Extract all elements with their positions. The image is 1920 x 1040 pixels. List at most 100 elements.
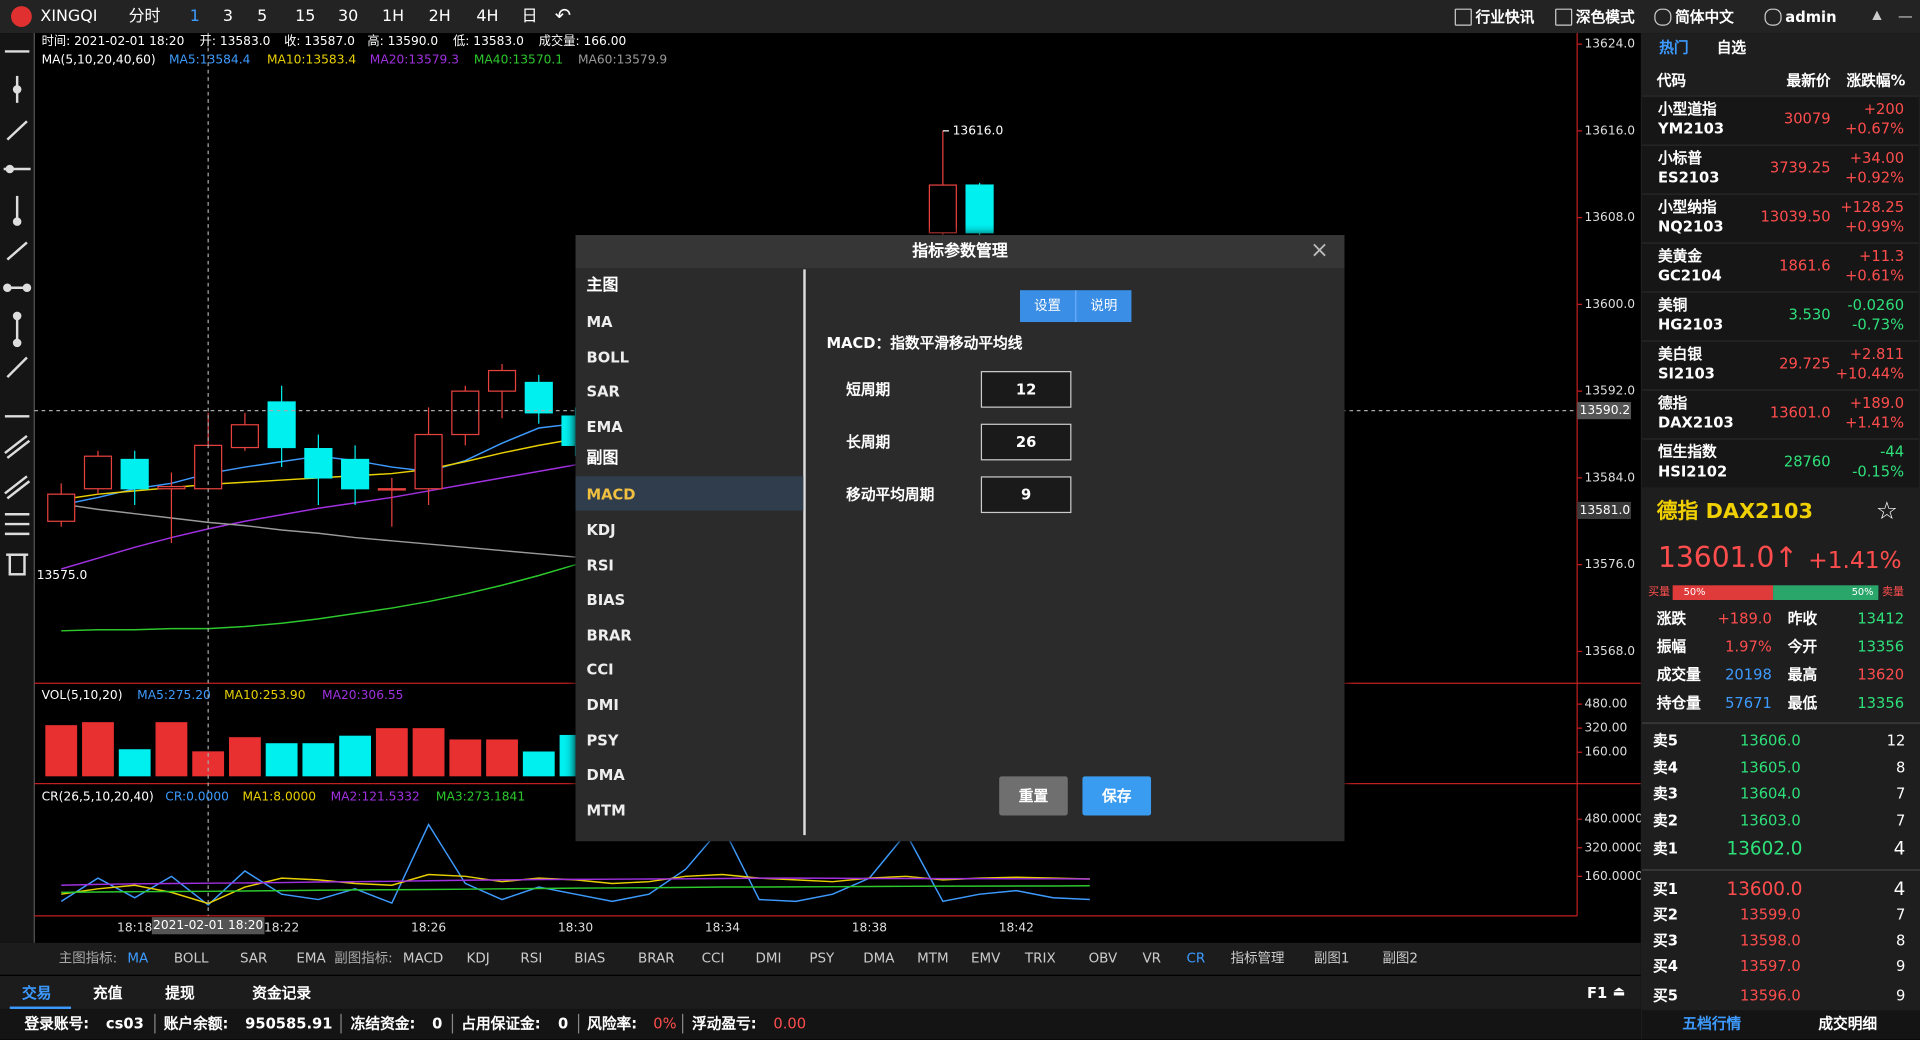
period-button[interactable]: 30 bbox=[337, 7, 359, 26]
indicator-option[interactable]: MA bbox=[127, 950, 149, 967]
indicator-option[interactable]: DMI bbox=[755, 950, 782, 967]
close-button[interactable]: × bbox=[1310, 237, 1329, 264]
param-input[interactable]: 12 bbox=[980, 371, 1072, 408]
indicator-option[interactable]: TRIX bbox=[1024, 950, 1056, 967]
indicator-option[interactable]: EMA bbox=[296, 950, 326, 967]
quote-row[interactable] bbox=[1642, 291, 1919, 341]
indicator-item[interactable]: MTM bbox=[586, 801, 626, 819]
indicator-option[interactable]: CCI bbox=[701, 950, 725, 967]
indicator-item[interactable]: PSY bbox=[586, 731, 619, 749]
indicator-item[interactable]: BRAR bbox=[586, 626, 632, 644]
indicator-option[interactable]: BRAR bbox=[637, 950, 675, 967]
indicator-item[interactable]: SAR bbox=[586, 383, 620, 401]
quote-row[interactable] bbox=[1642, 193, 1919, 243]
indicator-option[interactable]: 指标管理 bbox=[1230, 950, 1285, 967]
param-input[interactable]: 26 bbox=[980, 423, 1072, 461]
indicator-item[interactable]: RSI bbox=[586, 556, 614, 574]
indicator-option[interactable]: BOLL bbox=[173, 950, 209, 967]
drawing-tools[interactable] bbox=[3, 50, 32, 576]
quote-tab[interactable]: 自选 bbox=[1716, 39, 1747, 57]
top-link[interactable]: 行业快讯 bbox=[1475, 8, 1535, 26]
period-button[interactable]: 日 bbox=[521, 7, 538, 26]
top-link[interactable]: 简体中文 bbox=[1675, 8, 1734, 26]
indicator-option[interactable]: EMV bbox=[971, 950, 1001, 967]
book-volume: 8 bbox=[1895, 931, 1906, 949]
window-control[interactable]: — bbox=[1897, 7, 1913, 25]
dialog-button[interactable]: 保存 bbox=[1082, 776, 1152, 816]
volume-bar bbox=[155, 722, 188, 777]
indicator-option[interactable]: MACD bbox=[402, 950, 444, 967]
legend-entry: MA5:13584.4 bbox=[169, 53, 251, 67]
high-label: 13616.0 bbox=[953, 123, 1004, 137]
quote-pct: +1.41% bbox=[1845, 413, 1905, 432]
book-label: 买2 bbox=[1653, 906, 1678, 924]
param-input[interactable]: 9 bbox=[980, 476, 1072, 514]
period-button[interactable]: 1H bbox=[382, 7, 405, 26]
top-link[interactable]: 深色模式 bbox=[1575, 8, 1635, 26]
indicator-item[interactable]: KDJ bbox=[586, 521, 616, 539]
period-button[interactable]: 3 bbox=[222, 7, 233, 26]
quote-row[interactable] bbox=[1642, 389, 1919, 439]
indicator-item[interactable]: MA bbox=[586, 313, 613, 331]
book-volume: 4 bbox=[1893, 877, 1906, 900]
period-button[interactable]: 1 bbox=[189, 7, 200, 26]
y-tick-label: 13576.0 bbox=[1584, 557, 1635, 571]
indicator-option[interactable]: OBV bbox=[1088, 950, 1118, 967]
period-button[interactable]: 4H bbox=[476, 7, 499, 26]
window-control[interactable]: ▲ bbox=[1872, 8, 1882, 23]
indicator-item[interactable]: DMA bbox=[586, 766, 625, 784]
bottom-tab[interactable]: 交易 bbox=[22, 984, 52, 1002]
indicator-option[interactable]: 副图1 bbox=[1313, 950, 1350, 967]
bottom-tab[interactable]: 充值 bbox=[93, 984, 123, 1002]
y-tick-label: 13616.0 bbox=[1584, 123, 1635, 137]
detail-tab[interactable]: 五档行情 bbox=[1682, 1015, 1742, 1033]
quote-row[interactable] bbox=[1642, 242, 1919, 292]
indicator-item[interactable]: BOLL bbox=[586, 348, 629, 366]
indicator-item[interactable]: DMI bbox=[586, 696, 619, 714]
dialog-button[interactable]: 重置 bbox=[999, 776, 1068, 816]
back-button[interactable]: ↶ bbox=[554, 3, 572, 27]
indicator-item[interactable]: EMA bbox=[586, 418, 623, 436]
period-button[interactable]: 5 bbox=[257, 7, 268, 26]
quote-row[interactable] bbox=[1642, 144, 1919, 194]
book-price: 13603.0 bbox=[1740, 811, 1801, 829]
quote-name: 小型纳指 bbox=[1657, 198, 1717, 216]
indicator-item[interactable]: CCI bbox=[586, 661, 614, 679]
favorite-button[interactable]: ☆ bbox=[1875, 495, 1898, 526]
detail-tab[interactable]: 成交明细 bbox=[1818, 1015, 1878, 1033]
indicator-option[interactable]: DMA bbox=[863, 950, 895, 967]
bottom-tab[interactable]: 资金记录 bbox=[252, 984, 312, 1002]
indicator-option[interactable]: RSI bbox=[520, 950, 543, 967]
indicator-item[interactable]: BIAS bbox=[586, 591, 626, 609]
quote-tab[interactable]: 热门 bbox=[1659, 39, 1689, 57]
quote-row[interactable] bbox=[1642, 340, 1919, 390]
indicator-option[interactable]: MTM bbox=[917, 950, 949, 967]
status-bar bbox=[0, 1008, 1641, 1040]
indicator-option[interactable]: SAR bbox=[240, 950, 268, 967]
quote-row[interactable] bbox=[1642, 438, 1919, 488]
indicator-option[interactable]: KDJ bbox=[466, 950, 490, 967]
y-tick-label: 320.00 bbox=[1584, 721, 1627, 735]
top-link[interactable]: admin bbox=[1785, 8, 1837, 26]
indicator-option[interactable]: BIAS bbox=[574, 950, 606, 967]
period-button[interactable]: 分时 bbox=[128, 7, 161, 26]
indicator-option[interactable]: CR bbox=[1186, 950, 1206, 967]
indicator-item[interactable]: MACD bbox=[586, 486, 636, 504]
quote-pct: +10.44% bbox=[1835, 364, 1905, 383]
indicator-option[interactable]: 副图2 bbox=[1382, 950, 1418, 967]
quote-row[interactable] bbox=[1642, 95, 1919, 145]
ohlc-info: 高: 13590.0 bbox=[367, 33, 438, 48]
period-button[interactable]: 2H bbox=[428, 7, 451, 26]
legend-entry: MA2:121.5332 bbox=[331, 790, 420, 804]
book-volume: 7 bbox=[1895, 906, 1906, 924]
stat-value: 20198 bbox=[1725, 666, 1772, 684]
quote-code: GC2104 bbox=[1657, 266, 1722, 285]
indicator-option[interactable]: VR bbox=[1142, 950, 1162, 967]
period-button[interactable]: 15 bbox=[295, 7, 316, 26]
dialog-tab[interactable]: 设置 bbox=[1020, 290, 1076, 323]
bottom-tab[interactable]: 提现 bbox=[165, 984, 195, 1002]
indicator-option[interactable]: PSY bbox=[809, 950, 835, 967]
dialog-tab[interactable]: 说明 bbox=[1075, 290, 1132, 323]
book-label: 卖2 bbox=[1653, 811, 1678, 829]
collapse-button[interactable]: ⏏ bbox=[1612, 983, 1626, 1000]
